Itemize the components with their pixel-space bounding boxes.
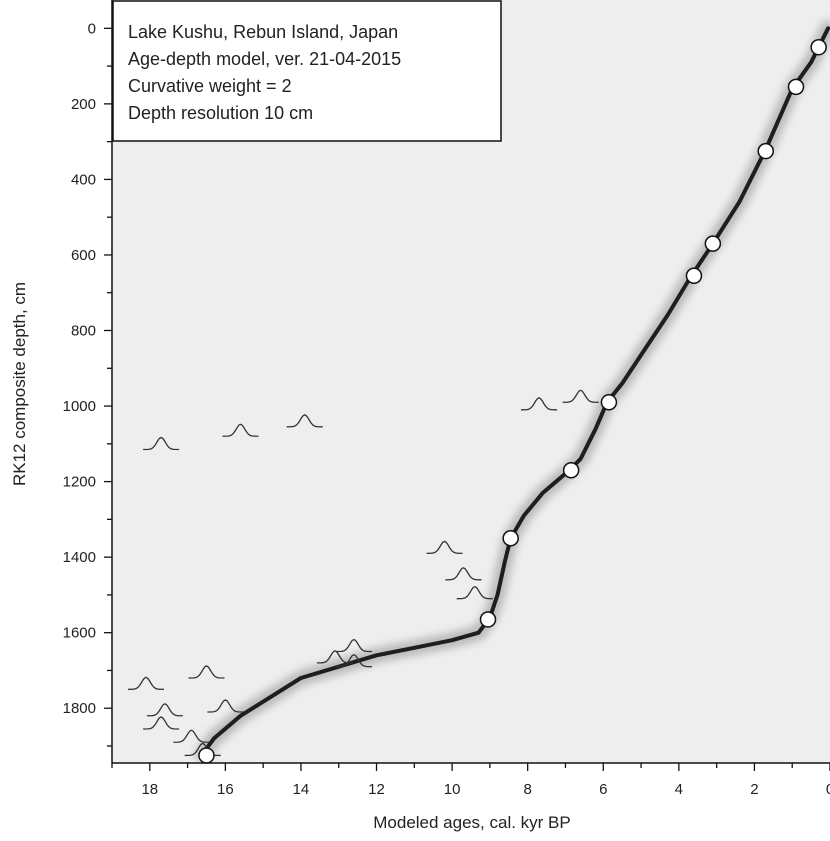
legend-line-2: Age-depth model, ver. 21-04-2015 — [128, 49, 401, 69]
legend-line-3: Curvative weight = 2 — [128, 76, 292, 96]
tephra-marker-layer — [198, 38, 827, 764]
date-distribution-3 — [521, 397, 558, 411]
date-distribution-0 — [143, 436, 180, 451]
y-tick-label: 1600 — [63, 625, 96, 642]
x-tick-label: 16 — [217, 781, 234, 798]
date-distribution-7 — [456, 585, 493, 600]
tephra-marker-4 — [685, 267, 703, 284]
x-axis-title: Modeled ages, cal. kyr BP — [373, 813, 570, 832]
y-tick-label: 200 — [71, 96, 96, 113]
date-distribution-8 — [335, 638, 372, 653]
x-tick-label: 8 — [524, 781, 532, 798]
legend-box: Lake Kushu, Rebun Island, Japan Age-dept… — [112, 0, 502, 142]
date-distribution-9 — [316, 650, 353, 664]
x-tick-label: 6 — [599, 781, 607, 798]
x-tick-label: 10 — [444, 781, 461, 798]
date-distribution-10 — [335, 653, 372, 668]
x-tick-label: 14 — [293, 781, 310, 798]
y-tick-label: 1200 — [63, 474, 96, 491]
tephra-marker-0 — [810, 38, 827, 56]
date-distribution-14 — [207, 699, 244, 713]
y-tick-label: 800 — [71, 323, 96, 340]
tephra-marker-9 — [198, 747, 215, 764]
legend-line-4: Depth resolution 10 cm — [128, 103, 313, 123]
x-tick-label: 4 — [675, 781, 683, 798]
x-tick-label: 18 — [141, 781, 158, 798]
y-tick-label: 1800 — [63, 700, 96, 717]
date-distribution-12 — [188, 665, 225, 679]
y-tick-label: 600 — [71, 247, 96, 264]
x-tick-label: 2 — [750, 781, 758, 798]
y-axis-title: RK12 composite depth, cm — [10, 282, 29, 486]
x-tick-layer: 18 16 14 12 10 8 6 4 2 0 — [111, 763, 830, 798]
legend-frame — [112, 0, 502, 142]
y-tick-label: 1400 — [63, 549, 96, 566]
y-tick-label: 1000 — [63, 398, 96, 415]
y-tick-label: 0 — [88, 20, 96, 37]
y-tick-label: 400 — [71, 171, 96, 188]
date-distribution-16 — [173, 729, 210, 743]
tephra-marker-3 — [704, 235, 722, 252]
tephra-marker-8 — [479, 611, 497, 628]
date-distribution-4 — [562, 389, 599, 403]
date-distribution-6 — [445, 567, 482, 581]
tephra-marker-5 — [600, 394, 618, 411]
x-tick-label: 12 — [368, 781, 385, 798]
date-distribution-13 — [146, 703, 183, 717]
tephra-marker-6 — [562, 462, 580, 479]
date-distribution-5 — [426, 540, 463, 555]
y-tick-layer: 0 200 400 600 800 1000 1200 1400 1600 1800 — [63, 20, 112, 747]
date-distribution-15 — [143, 716, 180, 730]
date-distribution-11 — [127, 676, 165, 690]
date-distribution-2 — [286, 414, 323, 428]
tephra-marker-2 — [757, 142, 775, 160]
tephra-marker-7 — [502, 530, 519, 547]
legend-line-1: Lake Kushu, Rebun Island, Japan — [128, 22, 398, 42]
tephra-marker-1 — [787, 78, 805, 96]
date-distribution-1 — [222, 423, 259, 437]
x-tick-label: 0 — [826, 781, 830, 798]
